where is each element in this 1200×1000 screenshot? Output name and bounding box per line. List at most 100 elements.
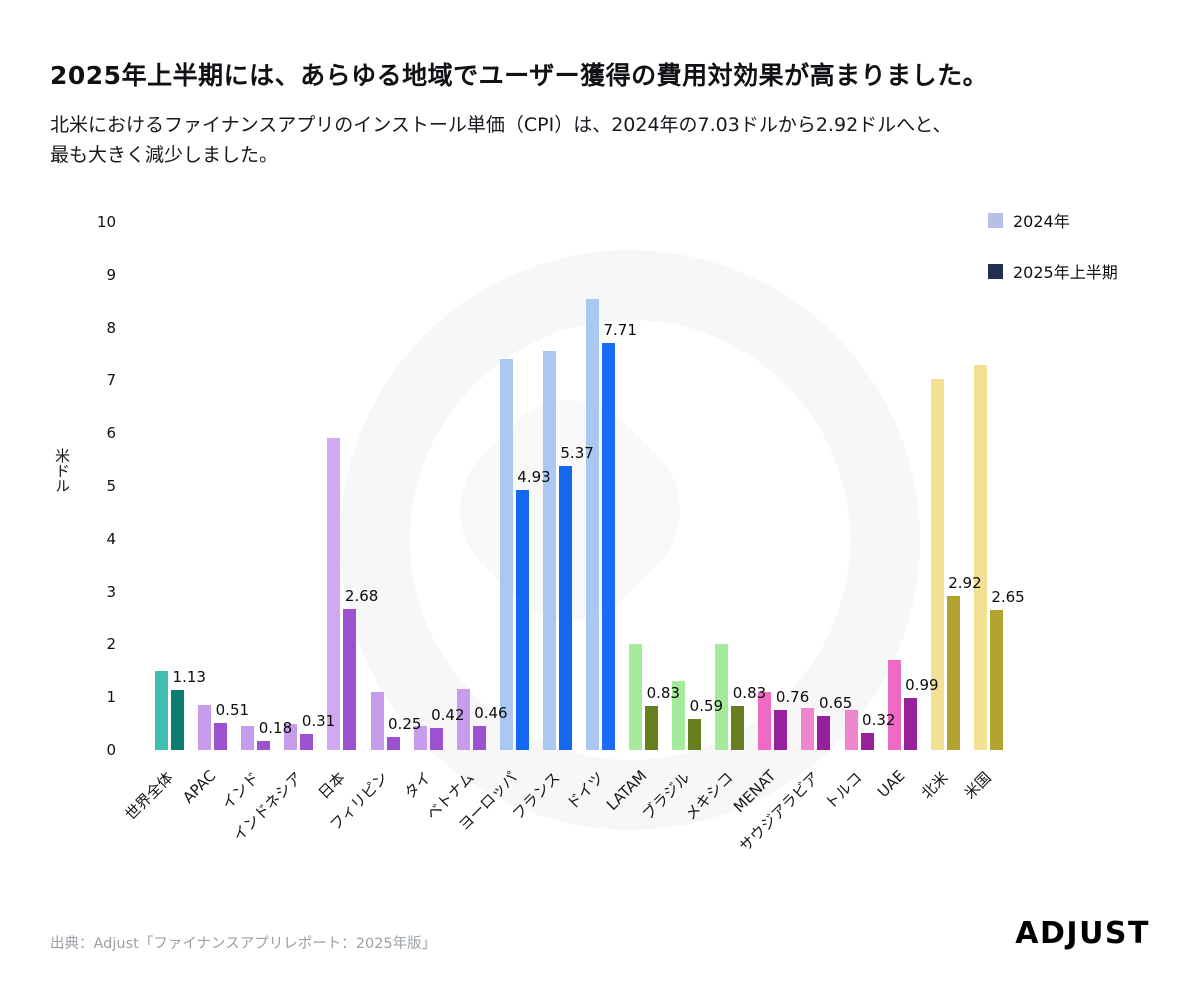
value-label: 0.46	[474, 703, 508, 722]
value-label: 7.71	[603, 320, 637, 339]
bar-2025	[688, 718, 702, 750]
legend-swatch-icon	[988, 263, 1003, 279]
y-tick-label: 10	[96, 213, 116, 231]
bar-group: 0.31	[277, 222, 335, 750]
bar-2025	[558, 466, 572, 750]
bar-2024	[370, 691, 384, 750]
y-tick-label: 0	[106, 741, 116, 759]
legend-swatch-icon	[988, 212, 1003, 228]
value-label: 0.42	[431, 705, 465, 724]
value-label: 4.93	[517, 467, 551, 486]
bar-2024	[413, 726, 427, 750]
bar-group: 4.93	[493, 222, 551, 750]
bar-2025	[515, 489, 529, 750]
y-tick-label: 4	[106, 529, 116, 548]
bar-group: 0.65	[794, 222, 852, 750]
bar-group: 1.13	[148, 222, 206, 750]
x-axis-label: UAE	[874, 766, 909, 802]
legend-item-1: 2025年上半期	[988, 259, 1118, 283]
x-axis-label: サウジアラビア	[735, 768, 823, 856]
bar-2024	[155, 670, 169, 750]
bar-group: 2.92	[924, 222, 982, 750]
bar-chart: 0 1 2 3 4 5 6 7 8 9 10 1.13 0.51 0.18 0.31 2.68 0.25 0.4…	[97, 213, 1025, 855]
bar-2024	[973, 364, 987, 750]
bar-2025	[343, 608, 357, 750]
bar-group: 0.18	[234, 222, 292, 750]
bar-group: 0.99	[881, 222, 939, 750]
bar-2025	[171, 690, 185, 750]
bar-group: 0.59	[665, 222, 723, 750]
x-axis-label: 米国	[961, 768, 996, 803]
value-label: 0.32	[862, 711, 896, 730]
bar-2025	[860, 733, 874, 750]
y-tick-label: 5	[106, 477, 116, 495]
value-label: 0.76	[775, 687, 810, 706]
bar-2025	[386, 736, 400, 750]
bar-2024	[456, 689, 470, 750]
x-axis-label: 日本	[314, 768, 349, 803]
bar-group: 5.37	[536, 222, 594, 750]
bar-2024	[715, 644, 729, 750]
bar-group: 0.32	[838, 222, 895, 750]
x-axis-label: 世界全体	[121, 768, 177, 824]
y-tick-label: 6	[106, 424, 116, 443]
bar-2025	[989, 610, 1003, 750]
value-label: 0.31	[301, 711, 336, 730]
bar-2024	[629, 644, 643, 750]
value-label: 0.51	[215, 701, 250, 720]
bar-2024	[758, 691, 772, 750]
y-axis-ticks: 0 1 2 3 4 5 6 7 8 9 10	[82, 213, 124, 759]
bar-2025	[817, 715, 831, 750]
x-axis-label: トルコ	[821, 768, 866, 813]
x-axis-label: フランス	[509, 768, 565, 824]
legend-item-0: 2024年	[988, 208, 1118, 232]
x-axis-label: 北米	[918, 768, 953, 803]
bar-2024	[930, 378, 944, 750]
legend-label: 2025年上半期	[1013, 263, 1118, 282]
bar-2025	[472, 725, 486, 750]
bar-2025	[300, 733, 314, 750]
bar-2025	[645, 706, 659, 750]
chart-legend: 2024年 2025年上半期	[988, 208, 1118, 283]
y-tick-label: 8	[106, 318, 116, 337]
value-label: 0.25	[388, 714, 422, 733]
bar-2024	[672, 681, 686, 750]
bar-group: 0.51	[191, 222, 249, 750]
x-axis-label: タイ	[400, 768, 435, 803]
page-title: 2025年上半期には、あらゆる地域でユーザー獲得の費用対効果が高まりました。	[50, 61, 989, 90]
bar-2025	[903, 697, 917, 750]
value-label: 0.59	[689, 696, 724, 715]
bar-2024	[844, 710, 858, 750]
legend-label: 2024年	[1013, 212, 1070, 231]
bar-group: 0.46	[450, 222, 508, 750]
bar-group: 2.68	[320, 222, 378, 750]
bar-2024	[542, 351, 556, 750]
bar-2024	[499, 359, 513, 750]
y-tick-label: 1	[106, 688, 116, 707]
bar-2025	[601, 342, 615, 750]
source-note: 出典：Adjust「ファイナンスアプリレポート：2025年版」	[50, 936, 437, 952]
x-axis-labels: 世界全体 APAC インド インドネシア 日本 フィリピン タイ ベトナム ヨーロッパ フランスド…	[121, 750, 1010, 885]
value-label: 5.37	[560, 444, 594, 463]
value-label: 0.18	[258, 718, 293, 737]
bar-2024	[887, 660, 901, 750]
y-tick-label: 9	[106, 265, 116, 284]
bar-2025	[731, 706, 745, 750]
value-label: 0.65	[818, 693, 853, 712]
x-axis-label: ドイツ	[562, 768, 608, 814]
bar-group: 0.42	[407, 222, 465, 750]
y-tick-label: 7	[106, 371, 116, 390]
y-axis-label: 米ドル	[53, 448, 71, 493]
value-label: 0.83	[646, 684, 680, 703]
bar-group: 0.83	[708, 222, 766, 750]
bar-2024	[241, 726, 255, 750]
bar-2024	[327, 438, 341, 750]
bar-2025	[774, 709, 788, 750]
bar-group: 0.83	[622, 222, 680, 750]
subtitle: 北米におけるファイナンスアプリのインストール単価（CPI）は、2024年の7.0…	[50, 110, 951, 171]
value-label: 2.68	[344, 586, 379, 605]
subtitle-line-2: 最も大きく減少しました。	[50, 144, 279, 167]
bar-2024	[585, 298, 599, 750]
bar-group: 0.25	[363, 222, 421, 750]
bar-2024	[198, 705, 212, 750]
